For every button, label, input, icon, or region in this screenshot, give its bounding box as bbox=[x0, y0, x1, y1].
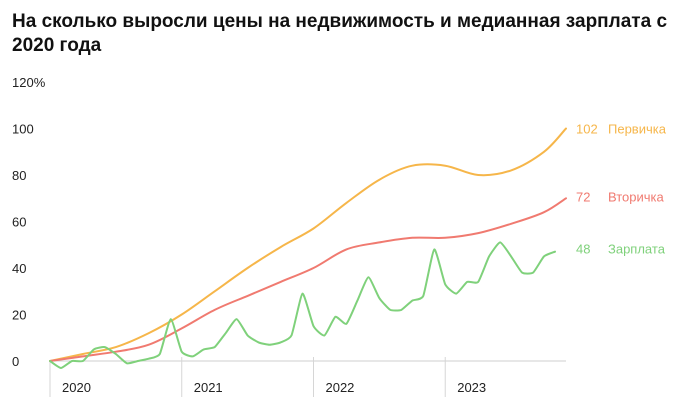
y-tick-label: 20 bbox=[12, 308, 26, 323]
x-tick-label: 2020 bbox=[62, 380, 91, 395]
y-tick-label: 0 bbox=[12, 354, 19, 369]
x-tick-label: 2021 bbox=[194, 380, 223, 395]
series-label-zarplata: Зарплата bbox=[608, 242, 666, 257]
x-tick-label: 2023 bbox=[457, 380, 486, 395]
series-label-vtorichka: Вторичка bbox=[608, 189, 665, 204]
series-end-value: 72 bbox=[576, 189, 590, 204]
series-label-pervichka: Первичка bbox=[608, 122, 667, 137]
series-end-value: 102 bbox=[576, 122, 598, 137]
y-tick-label: 120% bbox=[12, 75, 46, 90]
y-axis-ticks: 120% 100 80 60 40 20 0 bbox=[12, 75, 46, 369]
series-line bbox=[49, 241, 556, 369]
x-axis: 2020 2021 2022 2023 bbox=[49, 357, 566, 397]
y-tick-label: 40 bbox=[12, 261, 26, 276]
y-tick-label: 80 bbox=[12, 168, 26, 183]
y-tick-label: 100 bbox=[12, 122, 34, 137]
series-end-value: 48 bbox=[576, 242, 590, 257]
chart-title: На сколько выросли цены на недвижимость … bbox=[12, 11, 668, 56]
series-line bbox=[49, 127, 567, 362]
y-tick-label: 60 bbox=[12, 215, 26, 230]
series-lines bbox=[49, 127, 567, 369]
series-line bbox=[49, 197, 567, 362]
x-tick-label: 2022 bbox=[325, 380, 354, 395]
end-labels: 102 Первичка 72 Вторичка 48 Зарплата bbox=[576, 122, 667, 257]
